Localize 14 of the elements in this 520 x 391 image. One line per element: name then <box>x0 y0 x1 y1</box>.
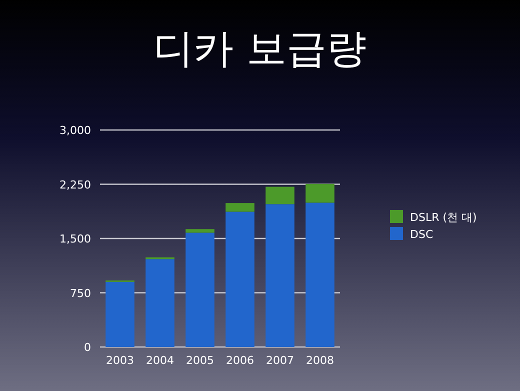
legend-label: DSC <box>410 228 434 241</box>
x-tick-label: 2008 <box>306 354 334 367</box>
legend-label: DSLR (천 대) <box>410 211 477 224</box>
x-tick-label: 2005 <box>186 354 214 367</box>
y-tick-label: 2,250 <box>60 178 91 192</box>
x-tick-label: 2006 <box>226 354 254 367</box>
x-tick-label: 2003 <box>106 354 134 367</box>
y-tick-label: 750 <box>70 286 91 300</box>
chart-title: 디카 보급량 <box>154 26 366 72</box>
x-tick-label: 2007 <box>266 354 294 367</box>
y-tick-label: 1,500 <box>60 232 91 246</box>
y-tick-label: 0 <box>84 341 91 354</box>
x-tick-label: 2004 <box>146 354 174 367</box>
y-tick-label: 3,000 <box>60 124 91 137</box>
